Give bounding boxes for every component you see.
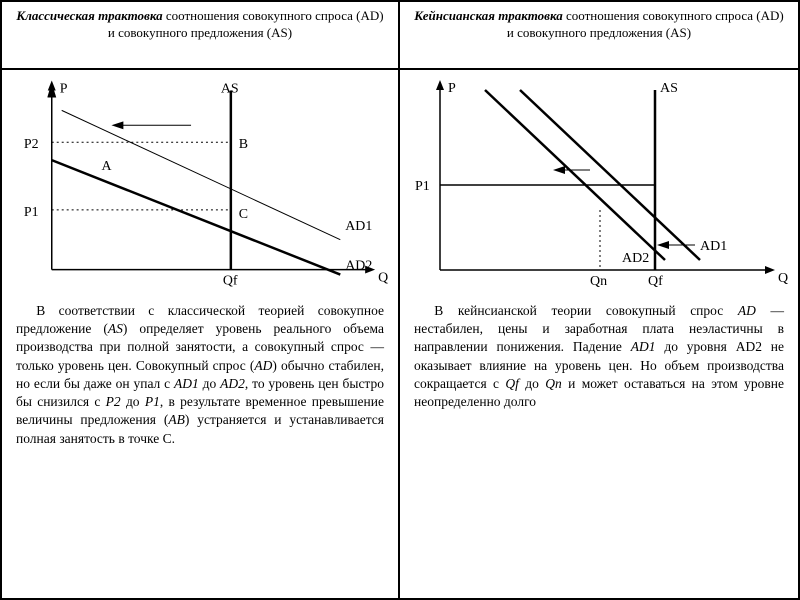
svg-text:Qf: Qf: [648, 274, 663, 289]
keynesian-chart: P Q AS AD1 AD2 Qf Qn P1: [400, 70, 798, 300]
svg-text:Q: Q: [378, 271, 388, 286]
svg-text:P1: P1: [24, 205, 39, 220]
svg-text:Q: Q: [778, 271, 788, 286]
keynesian-paragraph: В кейнсианской теории совокупный спрос A…: [414, 302, 784, 411]
classical-column: Классическая трактовка соотношения совок…: [2, 2, 400, 598]
svg-text:A: A: [101, 159, 111, 174]
svg-text:AD2: AD2: [622, 251, 649, 266]
svg-text:AS: AS: [660, 81, 678, 96]
svg-text:P1: P1: [415, 179, 430, 194]
svg-text:B: B: [239, 137, 248, 152]
keynesian-title-bold: Кейнсианская трактовка: [414, 8, 562, 23]
svg-text:AS: AS: [221, 81, 239, 96]
svg-text:AD1: AD1: [345, 219, 372, 234]
svg-text:AD2: AD2: [345, 259, 372, 274]
svg-text:C: C: [239, 207, 248, 222]
classical-title-bold: Классическая трактовка: [16, 8, 162, 23]
svg-text:Qn: Qn: [590, 274, 607, 289]
classical-header: Классическая трактовка соотношения совок…: [2, 2, 398, 70]
comparison-table: Классическая трактовка соотношения совок…: [0, 0, 800, 600]
keynesian-column: Кейнсианская трактовка соотношения совок…: [400, 2, 798, 598]
svg-text:P2: P2: [24, 137, 39, 152]
svg-text:AD1: AD1: [700, 239, 727, 254]
classical-paragraph: В соответствии с классической теорией со…: [16, 302, 384, 448]
svg-text:P: P: [448, 81, 456, 96]
keynesian-header: Кейнсианская трактовка соотношения совок…: [400, 2, 798, 70]
svg-text:Qf: Qf: [223, 273, 238, 288]
classical-chart: P Q AS AD1 AD2 Qf P2 P1 A B C: [2, 70, 398, 300]
classical-text: В соответствии с классической теорией со…: [2, 300, 398, 598]
keynesian-text: В кейнсианской теории совокупный спрос A…: [400, 300, 798, 598]
svg-text:P: P: [60, 81, 68, 96]
